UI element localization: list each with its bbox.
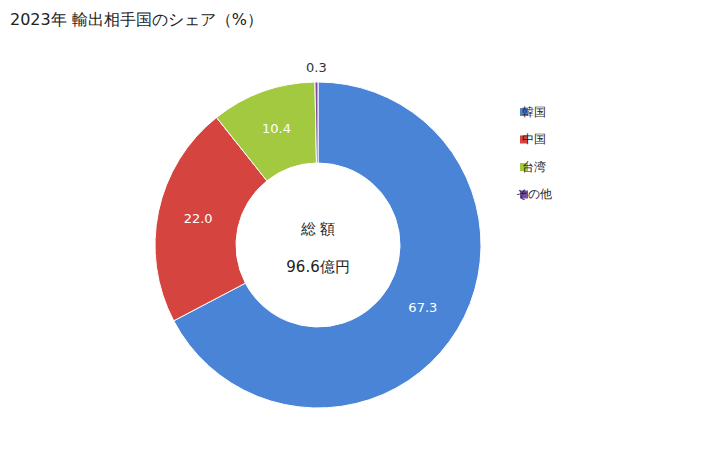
svg-text:10.4: 10.4 [262, 121, 291, 136]
svg-text:総 額: 総 額 [300, 220, 336, 238]
svg-text:中国: 中国 [522, 132, 546, 146]
svg-text:96.6億円: 96.6億円 [286, 258, 349, 276]
svg-text:67.3: 67.3 [408, 300, 437, 315]
html-text:2023年 輸出相手国のシェア（%）: 2023年 輸出相手国のシェア（%） [10, 10, 263, 29]
svg-text:0.3: 0.3 [306, 60, 327, 75]
svg-text:台湾: 台湾 [522, 160, 546, 174]
svg-text:韓国: 韓国 [522, 105, 546, 119]
svg-text:その他: その他 [516, 187, 552, 201]
svg-text:22.0: 22.0 [184, 211, 213, 226]
